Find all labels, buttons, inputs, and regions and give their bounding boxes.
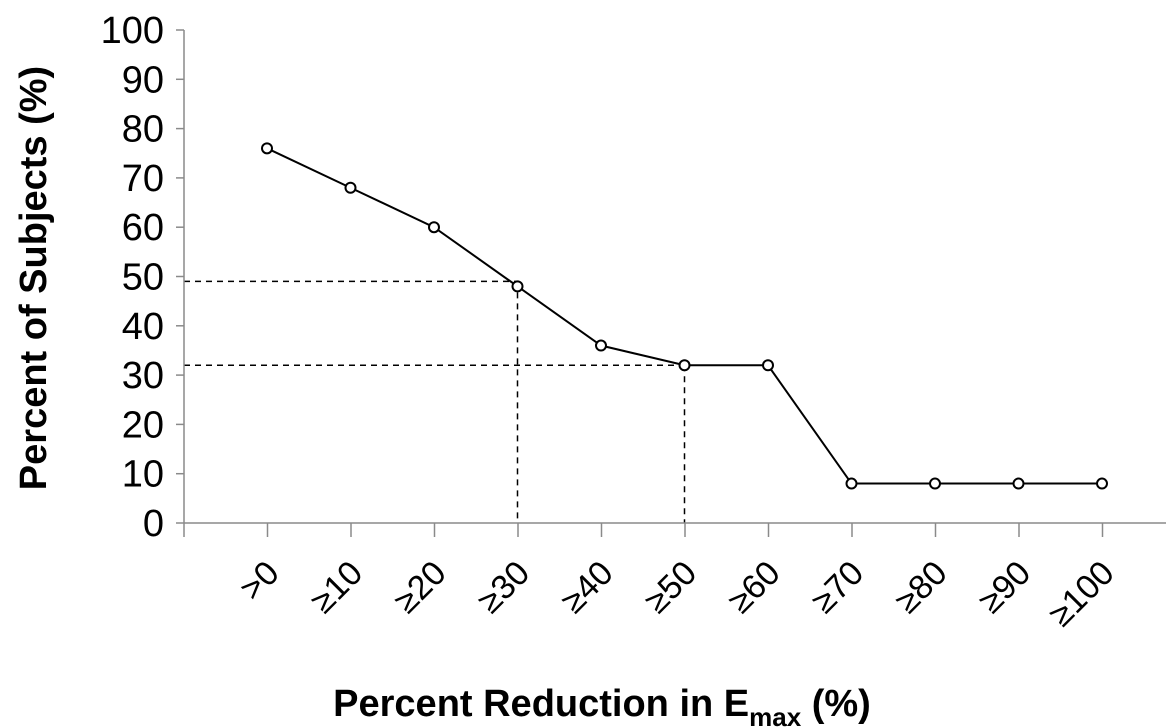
x-tick-label: ≥20 xyxy=(387,554,454,621)
x-tick-label: ≥90 xyxy=(971,554,1038,621)
series xyxy=(261,142,1108,490)
x-tick-label: ≥80 xyxy=(888,554,955,621)
y-tick-label: 20 xyxy=(122,404,164,446)
x-axis-title: Percent Reduction in Emax (%) xyxy=(333,683,871,728)
data-point xyxy=(595,339,607,352)
data-point xyxy=(344,181,357,194)
reference-lines xyxy=(184,280,686,523)
y-tick-label: 10 xyxy=(122,454,164,496)
data-point xyxy=(845,477,858,490)
y-axis-title: Percent of Subjects (%) xyxy=(13,66,55,490)
data-point xyxy=(261,142,273,155)
y-tick-label: 100 xyxy=(101,10,164,52)
y-tick-label: 80 xyxy=(122,109,164,151)
x-tick-label: ≥100 xyxy=(1041,554,1121,634)
y-tick-labels: 0 10 20 30 40 50 60 70 80 90 100 xyxy=(101,10,164,545)
data-point xyxy=(428,221,440,234)
y-tick-label: 90 xyxy=(122,59,164,101)
data-point xyxy=(762,359,774,372)
y-tick-label: 70 xyxy=(122,158,164,200)
data-point xyxy=(1096,477,1108,490)
x-tick-label: ≥60 xyxy=(721,554,788,621)
x-tick-labels: >0 ≥10 ≥20 ≥30 ≥40 ≥50 ≥60 ≥70 ≥80 ≥90 ≥100 xyxy=(232,554,1121,634)
x-tick-label: ≥40 xyxy=(554,554,621,621)
data-point xyxy=(929,477,941,490)
y-tick-label: 40 xyxy=(122,306,164,348)
y-tick-label: 30 xyxy=(122,355,164,397)
y-tick-label: 0 xyxy=(143,503,164,545)
x-tick-label: ≥70 xyxy=(804,554,871,621)
data-point xyxy=(511,280,524,293)
x-tick-label: ≥30 xyxy=(470,554,537,621)
axes xyxy=(176,29,1166,537)
data-point xyxy=(1012,477,1025,490)
x-tick-label: ≥10 xyxy=(303,554,370,621)
y-tick-label: 50 xyxy=(122,257,164,299)
data-point xyxy=(678,359,691,372)
x-tick-label: >0 xyxy=(232,554,286,608)
y-tick-label: 60 xyxy=(122,207,164,249)
x-tick-label: ≥50 xyxy=(637,554,704,621)
